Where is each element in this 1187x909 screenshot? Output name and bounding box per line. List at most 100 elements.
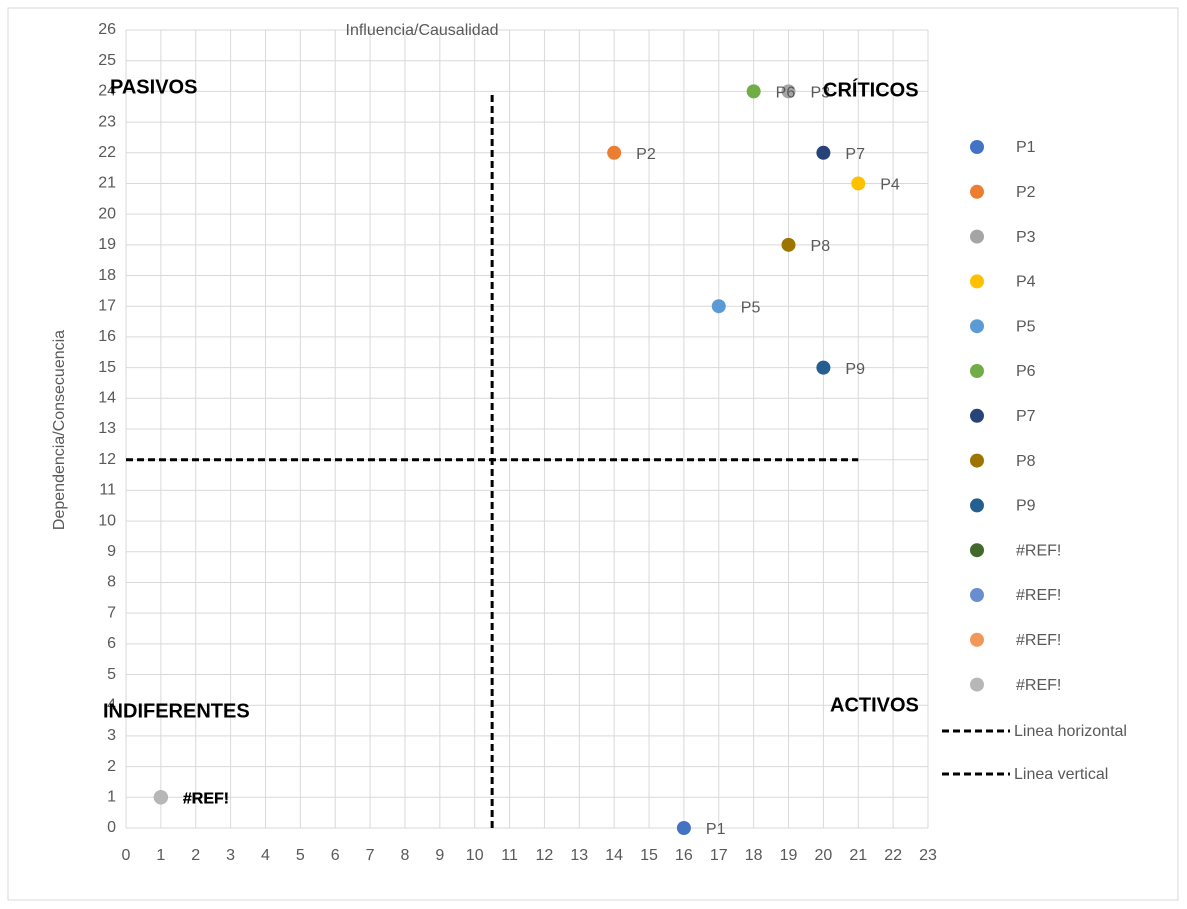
x-tick-label: 4 bbox=[261, 847, 270, 864]
legend-swatch bbox=[970, 364, 984, 378]
data-label: #REF! bbox=[183, 791, 229, 808]
x-tick-label: 7 bbox=[366, 847, 375, 864]
x-tick-label: 5 bbox=[296, 847, 305, 864]
legend-label: #REF! bbox=[1016, 542, 1061, 559]
y-tick-label: 11 bbox=[99, 482, 116, 499]
y-tick-label: 7 bbox=[107, 604, 116, 621]
y-tick-label: 6 bbox=[107, 635, 116, 652]
y-tick-label: 24 bbox=[98, 83, 116, 100]
legend-swatch bbox=[970, 588, 984, 602]
legend-label: #REF! bbox=[1016, 677, 1061, 694]
x-tick-label: 18 bbox=[745, 847, 763, 864]
y-axis-label: Dependencia/Consecuencia bbox=[51, 330, 68, 530]
y-tick-label: 26 bbox=[98, 21, 116, 38]
x-tick-label: 13 bbox=[570, 847, 588, 864]
x-tick-label: 11 bbox=[501, 847, 518, 864]
y-tick-label: 5 bbox=[107, 666, 116, 683]
y-tick-label: 14 bbox=[98, 390, 116, 407]
data-label: P4 bbox=[880, 177, 900, 194]
legend-label: P7 bbox=[1016, 408, 1036, 425]
legend-swatch bbox=[970, 274, 984, 289]
y-tick-label: 21 bbox=[98, 175, 116, 192]
y-tick-label: 19 bbox=[98, 236, 116, 253]
x-tick-label: 0 bbox=[122, 847, 131, 864]
x-tick-label: 10 bbox=[466, 847, 484, 864]
data-label: P1 bbox=[706, 821, 726, 838]
y-tick-label: 9 bbox=[107, 543, 116, 560]
y-tick-label: 22 bbox=[98, 144, 116, 161]
x-tick-label: 22 bbox=[884, 847, 902, 864]
y-tick-label: 20 bbox=[98, 205, 116, 222]
legend-label: P4 bbox=[1016, 274, 1036, 291]
point bbox=[746, 84, 761, 99]
x-tick-label: 19 bbox=[780, 847, 798, 864]
y-tick-label: 12 bbox=[98, 451, 116, 468]
point bbox=[153, 790, 168, 805]
legend-swatch bbox=[970, 677, 984, 692]
legend-label: Linea vertical bbox=[1014, 766, 1108, 783]
x-tick-label: 1 bbox=[156, 847, 165, 864]
y-tick-label: 8 bbox=[107, 574, 116, 591]
point bbox=[711, 299, 726, 314]
x-tick-label: 15 bbox=[640, 847, 658, 864]
data-label: #REF! bbox=[183, 791, 229, 808]
data-label: P2 bbox=[636, 146, 656, 163]
point bbox=[781, 237, 796, 252]
legend-swatch bbox=[970, 408, 984, 423]
legend-swatch bbox=[970, 140, 984, 154]
y-tick-label: 4 bbox=[107, 696, 116, 713]
y-tick-label: 16 bbox=[98, 328, 116, 345]
point bbox=[781, 84, 796, 99]
legend-label: P8 bbox=[1016, 453, 1036, 470]
y-tick-label: 25 bbox=[98, 52, 116, 69]
legend-label: #REF! bbox=[1016, 632, 1061, 649]
point bbox=[607, 145, 622, 160]
x-tick-label: 9 bbox=[435, 847, 444, 864]
x-tick-label: 6 bbox=[331, 847, 340, 864]
point bbox=[676, 821, 691, 835]
x-tick-label: 12 bbox=[536, 847, 554, 864]
y-tick-label: 0 bbox=[107, 819, 116, 836]
y-tick-label: 1 bbox=[107, 789, 116, 806]
legend-swatch bbox=[970, 498, 984, 513]
x-tick-label: 16 bbox=[675, 847, 693, 864]
x-tick-label: 21 bbox=[849, 847, 867, 864]
annotation: PASIVOS bbox=[110, 76, 197, 98]
y-tick-label: 13 bbox=[98, 420, 116, 437]
legend-label: #REF! bbox=[1016, 587, 1061, 604]
legend-label: P6 bbox=[1016, 363, 1036, 380]
chart-border bbox=[7, 7, 1179, 901]
legend-swatch bbox=[970, 184, 984, 199]
data-label: P7 bbox=[845, 146, 865, 163]
x-tick-label: 2 bbox=[191, 847, 200, 864]
point bbox=[816, 360, 831, 375]
annotation: INDIFERENTES bbox=[103, 700, 250, 722]
data-label: #REF! bbox=[183, 791, 229, 808]
data-label: #REF! bbox=[183, 791, 229, 808]
legend-swatch bbox=[970, 229, 984, 244]
x-tick-label: 14 bbox=[605, 847, 623, 864]
x-tick-label: 20 bbox=[814, 847, 832, 864]
chart-title: Influencia/Causalidad bbox=[346, 22, 499, 39]
data-label: P6 bbox=[776, 85, 796, 102]
legend-label: P2 bbox=[1016, 184, 1036, 201]
legend-label: P3 bbox=[1016, 229, 1036, 246]
y-tick-label: 15 bbox=[98, 359, 116, 376]
data-label: P8 bbox=[811, 238, 831, 255]
data-label: P9 bbox=[845, 361, 865, 378]
x-tick-label: 23 bbox=[919, 847, 937, 864]
annotation: CRÍTICOS bbox=[823, 78, 919, 101]
x-tick-label: 3 bbox=[226, 847, 235, 864]
data-label: P5 bbox=[741, 299, 761, 316]
legend-label: P5 bbox=[1016, 318, 1036, 335]
legend-swatch bbox=[970, 319, 984, 334]
y-tick-label: 2 bbox=[107, 758, 116, 775]
legend-swatch bbox=[970, 543, 984, 558]
point bbox=[851, 176, 866, 191]
x-tick-label: 17 bbox=[710, 847, 728, 864]
point bbox=[816, 145, 831, 160]
legend-label: Linea horizontal bbox=[1014, 723, 1127, 740]
legend-swatch bbox=[970, 453, 984, 468]
